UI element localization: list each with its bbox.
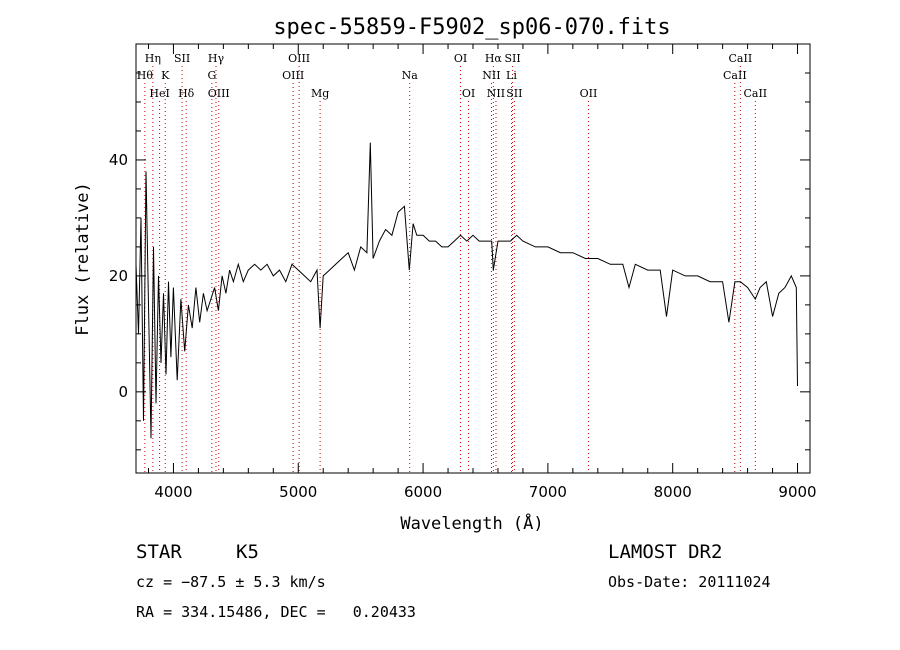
spectral-line-labels: Hη Hθ K HeI SII Hδ Hγ G OIII OIII OIII Mg Na OI OI Hα NI… (137, 52, 767, 100)
object-subclass: K5 (236, 541, 259, 563)
line-marker-label-14: OI (462, 87, 475, 100)
line-marker-label-0: Hη (145, 52, 161, 65)
x-tick-label: 5000 (279, 483, 317, 501)
line-marker-label-21: OII (580, 87, 598, 100)
x-tick-label: 6000 (404, 483, 442, 501)
line-marker-label-23: CaII (723, 69, 747, 82)
line-marker-label-6: Hγ (208, 52, 225, 65)
line-marker-label-15: Hα (485, 52, 503, 65)
y-tick-label: 0 (118, 383, 128, 401)
line-marker-label-10: OIII (282, 69, 304, 82)
coordinates-readout: RA = 334.15486, DEC = 0.20433 (136, 603, 416, 621)
line-marker-label-11: Mg (311, 87, 329, 100)
line-marker-label-22: CaII (729, 52, 753, 65)
line-marker-label-18: SII (504, 52, 520, 65)
line-marker-label-8: OIII (208, 87, 230, 100)
line-marker-label-3: HeI (149, 87, 169, 100)
observation-date: Obs-Date: 20111024 (608, 573, 771, 591)
line-marker-label-1: Hθ (137, 69, 154, 82)
object-class: STAR (136, 541, 182, 563)
x-tick-label: 8000 (654, 483, 692, 501)
line-marker-label-20: SII (506, 87, 522, 100)
x-tick-label: 4000 (154, 483, 192, 501)
line-marker-label-5: Hδ (178, 87, 195, 100)
y-axis-label: Flux (relative) (73, 182, 93, 336)
line-marker-label-4: SII (174, 52, 190, 65)
survey-name: LAMOST DR2 (608, 541, 723, 563)
y-axis-ticks: 0 20 40 (109, 72, 810, 451)
redshift-readout: cz = −87.5 ± 5.3 km/s (136, 573, 326, 591)
spectral-line-markers (144, 66, 756, 473)
plot-area: Hη Hθ K HeI SII Hδ Hγ G OIII OIII OIII Mg Na OI OI Hα NI… (109, 43, 817, 501)
plot-frame (135, 43, 811, 474)
line-marker-label-2: K (161, 69, 170, 82)
chart-title: spec-55859-F5902_sp06-070.fits (273, 15, 670, 40)
line-marker-label-19: Li (506, 69, 517, 82)
x-tick-label: 9000 (778, 483, 816, 501)
y-tick-label: 40 (109, 151, 128, 169)
line-marker-label-16: NII (482, 69, 500, 82)
y-tick-label: 20 (109, 267, 128, 285)
line-marker-label-7: G (207, 69, 216, 82)
line-marker-label-12: Na (402, 69, 419, 82)
spectrum-line (135, 142, 798, 439)
line-marker-label-17: NII (487, 87, 505, 100)
line-marker-label-13: OI (454, 52, 467, 65)
line-marker-label-9: OIII (288, 52, 310, 65)
line-marker-label-24: CaII (743, 87, 767, 100)
x-axis-ticks: 4000 5000 6000 7000 8000 9000 (147, 44, 817, 501)
x-axis-label: Wavelength (Å) (400, 512, 543, 534)
x-tick-label: 7000 (529, 483, 567, 501)
